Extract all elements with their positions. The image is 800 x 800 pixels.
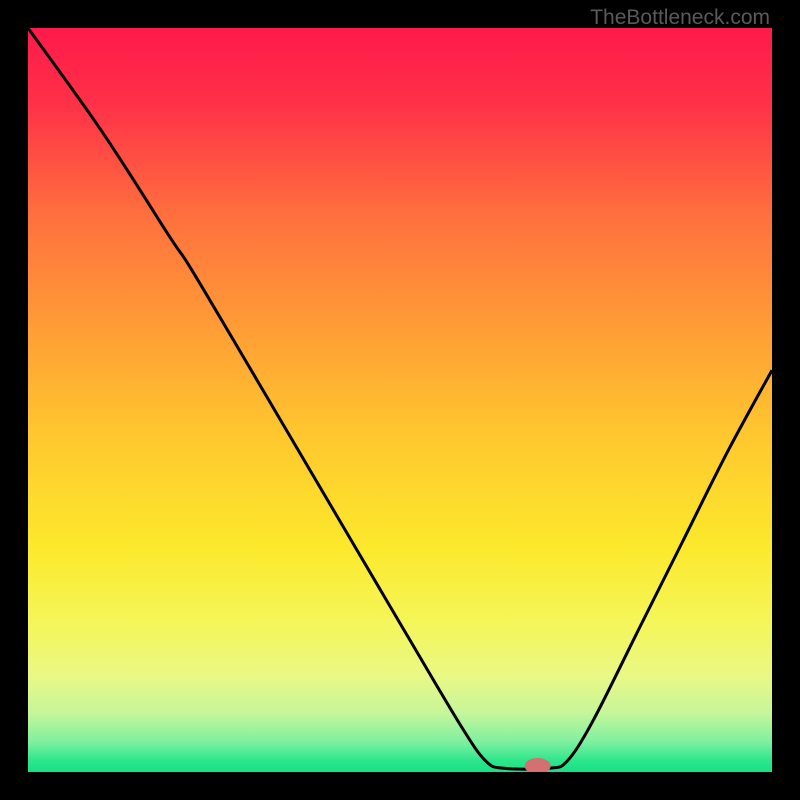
watermark-text: TheBottleneck.com — [590, 6, 770, 30]
bottleneck-chart — [28, 28, 772, 772]
chart-curve-overlay — [28, 28, 772, 772]
optimal-marker — [525, 758, 551, 772]
performance-curve — [28, 28, 772, 769]
